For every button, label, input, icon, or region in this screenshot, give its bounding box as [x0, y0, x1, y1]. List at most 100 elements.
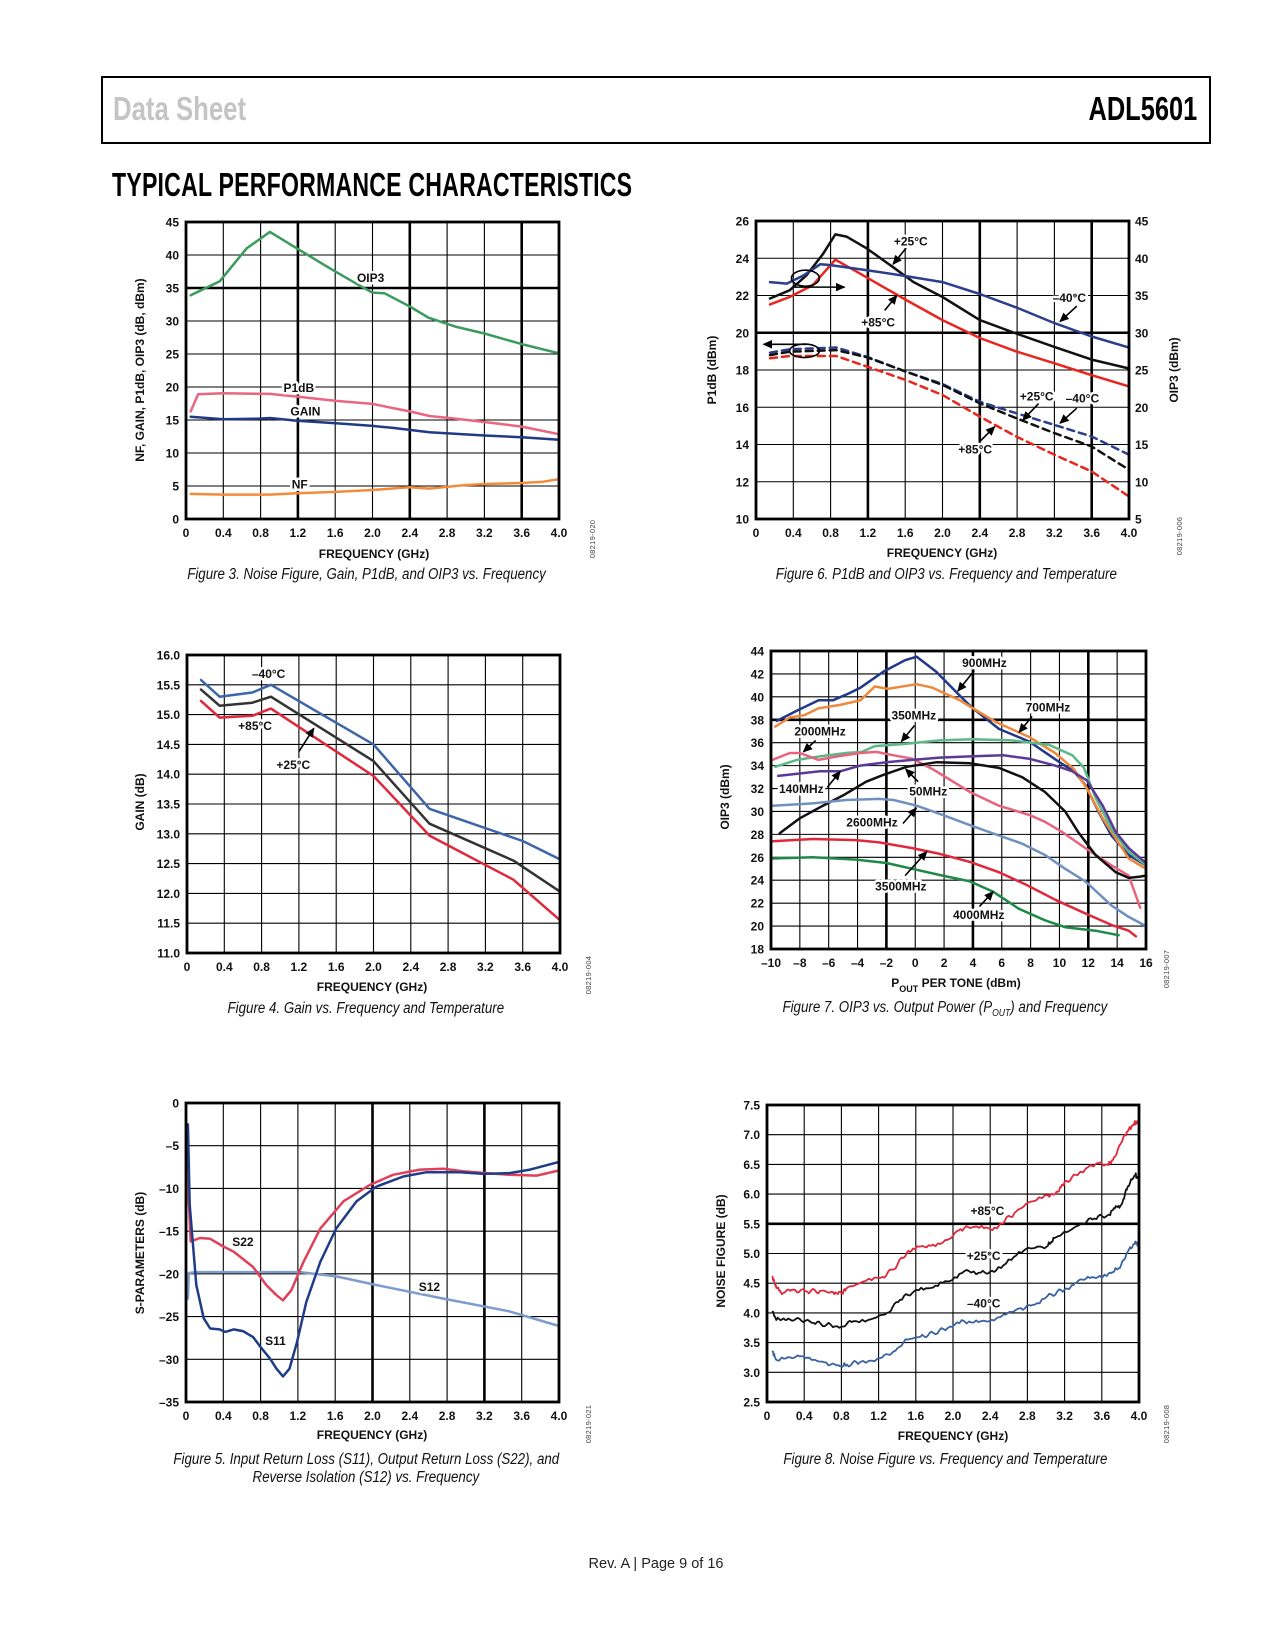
figure-7-caption-subscript: OUT	[992, 1008, 1011, 1020]
plot-frame	[185, 653, 562, 955]
series-line-25-c	[199, 688, 562, 893]
plot-frame	[754, 219, 1131, 521]
gridlines	[187, 655, 560, 953]
y-tick-label: 15.5	[157, 678, 181, 692]
annotation-label: 4000MHz	[953, 908, 1004, 922]
page-footer: Rev. A | Page 9 of 16	[588, 1556, 724, 1572]
series-line-50mhz	[778, 760, 1148, 880]
x-axis-label: FREQUENCY (GHz)	[887, 546, 997, 560]
x-tick-label: 10	[1053, 956, 1067, 970]
x-tick-label: 2.0	[364, 1409, 381, 1423]
x-tick-label: 3.6	[513, 1409, 530, 1423]
x-tick-label: 3.6	[514, 960, 531, 974]
y-axis-label: OIP3 (dBm)	[718, 764, 732, 829]
series-line-3500mhz	[771, 837, 1138, 938]
y-tick-label: 14	[736, 438, 750, 452]
y-tick-label: 18	[751, 943, 765, 957]
y-tick-label: 20	[166, 381, 180, 395]
y-tick-label: 13.5	[157, 798, 181, 812]
y2-tick-label: 45	[1135, 215, 1149, 229]
x-tick-label: 3.2	[477, 960, 494, 974]
figure-5-caption: Figure 5. Input Return Loss (S11), Outpu…	[46, 1451, 686, 1487]
y-tick-label: 32	[751, 782, 765, 796]
x-tick-label: 0.4	[785, 526, 802, 540]
x-axis-label: FREQUENCY (GHz)	[898, 1429, 1008, 1443]
plot-frame	[184, 220, 561, 521]
figure-id: 08219-006	[1175, 517, 1184, 556]
plot-frame	[765, 1103, 1141, 1404]
y-tick-label: 30	[166, 315, 180, 329]
series-line-140mhz	[776, 754, 1148, 865]
gridlines	[186, 1103, 559, 1402]
series-line-350mhz	[774, 738, 1148, 867]
y2-axis-label: OIP3 (dBm)	[1167, 337, 1181, 402]
figure-7-caption-part: ) and Frequency	[1010, 999, 1108, 1016]
annotation-arrow	[957, 669, 975, 692]
y-tick-label: 4.5	[743, 1277, 760, 1291]
y-tick-label: 16.0	[157, 649, 181, 663]
x-tick-label: 2.4	[401, 1409, 418, 1423]
annotation-label: –40°C	[1066, 391, 1100, 405]
figure-8-caption-text: Figure 8. Noise Figure vs. Frequency and…	[782, 1451, 1108, 1468]
gridlines	[767, 1105, 1139, 1402]
y-tick-label: 35	[166, 282, 180, 296]
series-line-2000mhz	[771, 750, 1142, 909]
series-line-700mhz	[774, 682, 1148, 871]
x-tick-label: 0.4	[796, 1409, 813, 1423]
series-line-25-c	[771, 1172, 1140, 1329]
y-tick-label: 14.0	[157, 768, 181, 782]
figure-7-chart: –10 –8 –6 –4 –2 0 2 4 6 8 10 12 14 161820222426283032…	[718, 645, 1171, 995]
x-axis-label: FREQUENCY (GHz)	[319, 547, 429, 561]
x-tick-label: 0.8	[252, 526, 269, 540]
y-tick-label: 5.0	[743, 1247, 760, 1261]
y-tick-label: 36	[751, 736, 765, 750]
y-tick-label: 24	[751, 874, 765, 888]
x-tick-label: 0.8	[253, 960, 270, 974]
annotation-arrow	[900, 724, 916, 743]
y-tick-label: 10	[166, 447, 180, 461]
plot-frame	[769, 649, 1148, 951]
y-tick-label: 4.0	[743, 1306, 760, 1320]
x-tick-label: 0.4	[215, 1409, 232, 1423]
y-tick-label: 20	[751, 920, 765, 934]
x-tick-label: 1.2	[291, 960, 308, 974]
figure-7-caption-part: Figure 7. OIP3 vs. Output Power (P	[782, 999, 993, 1016]
x-tick-label: 4.0	[1121, 526, 1138, 540]
annotation-label: 3500MHz	[875, 879, 926, 893]
x-tick-label: 3.2	[1046, 526, 1063, 540]
y-tick-label: 2.5	[743, 1396, 760, 1410]
x-tick-label: 3.6	[513, 526, 530, 540]
y-tick-label: 28	[751, 828, 765, 842]
series-group	[189, 230, 561, 496]
y-tick-label: –20	[159, 1267, 179, 1281]
y2-tick-label: 40	[1135, 252, 1149, 266]
annotation-label: +25°C	[894, 234, 928, 248]
x-tick-label: 16	[1139, 956, 1153, 970]
y-tick-label: 14.5	[157, 738, 181, 752]
annotation-label: +25°C	[967, 1249, 1001, 1263]
x-tick-label: 0.4	[215, 526, 232, 540]
y-tick-label: 5.5	[743, 1217, 760, 1231]
x-tick-label: 0.8	[833, 1409, 850, 1423]
y-tick-label: 13.0	[157, 827, 181, 841]
figure-4-chart: 0 0.4 0.8 1.2 1.6 2.0 2.4 2.8 3.2 3.6 4.0 11.0 11.5 1…	[133, 649, 593, 995]
figure-id: 08219-021	[584, 1405, 593, 1444]
annotation-label: +25°C	[276, 758, 310, 772]
series-group	[771, 655, 1148, 938]
axis-indicator-ellipse	[790, 269, 821, 287]
figure-5-caption-line-1: Figure 5. Input Return Loss (S11), Outpu…	[173, 1451, 559, 1468]
annotation-arrow	[1018, 715, 1033, 734]
y2-tick-label: 30	[1135, 326, 1149, 340]
y-tick-label: 16	[736, 401, 750, 415]
y-tick-label: 45	[166, 216, 180, 230]
x-axis-label-part: P	[891, 976, 899, 990]
x-tick-label: 2.4	[401, 526, 418, 540]
x-axis-label-part: PER TONE (dBm)	[918, 976, 1020, 990]
annotation-label: –40°C	[252, 667, 286, 681]
y-tick-label: –30	[159, 1353, 179, 1367]
figure-id: 08219-008	[1162, 1405, 1171, 1444]
annotation-arrow	[826, 770, 841, 788]
x-axis-label-subscript: OUT	[899, 984, 919, 994]
annotation-arrow	[1059, 305, 1078, 323]
figure-3-caption: Figure 3. Noise Figure, Gain, P1dB, and …	[46, 566, 686, 584]
